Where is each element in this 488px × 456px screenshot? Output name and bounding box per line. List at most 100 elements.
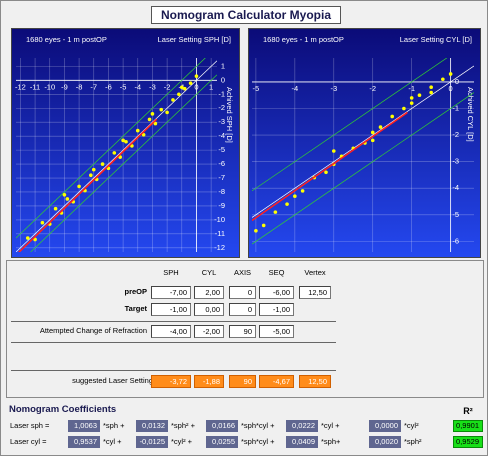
point xyxy=(135,128,140,133)
section-title: Nomogram Coefficients xyxy=(9,404,117,415)
field[interactable]: -6,00 xyxy=(259,286,294,299)
field[interactable]: -1,00 xyxy=(151,303,191,316)
chart-sph: 1680 eyes - 1 m postOP Laser Setting SPH … xyxy=(11,28,240,258)
point xyxy=(429,85,433,90)
point xyxy=(124,139,128,144)
x-tick-label: -3 xyxy=(330,84,337,93)
y-tick-label: -12 xyxy=(214,243,225,252)
field[interactable]: 2,00 xyxy=(194,286,224,299)
row-label: Attempted Change of Refraction xyxy=(39,326,147,335)
term: *cyl + xyxy=(321,421,340,430)
coefficient[interactable]: 0,0020 xyxy=(369,436,401,448)
subtitle: 1680 eyes - 1 m postOP xyxy=(263,35,344,44)
y-tick-label: -3 xyxy=(452,157,459,166)
x-tick-label: -4 xyxy=(292,84,299,93)
y-tick-label: -1 xyxy=(218,89,225,98)
column-header: Vertex xyxy=(304,268,326,277)
coefficient[interactable]: 0,0132 xyxy=(136,420,168,432)
coefficient[interactable]: 0,9537 xyxy=(68,436,100,448)
point xyxy=(121,138,125,143)
x-tick-label: -5 xyxy=(253,84,260,93)
coefficient[interactable]: 0,0222 xyxy=(286,420,318,432)
form-panel xyxy=(6,260,484,398)
point xyxy=(77,184,81,189)
point xyxy=(285,202,289,206)
field[interactable]: 90 xyxy=(229,375,256,388)
point xyxy=(370,138,375,143)
y-tick-label: -1 xyxy=(452,103,459,112)
field[interactable]: -1,00 xyxy=(259,303,294,316)
field[interactable]: -2,00 xyxy=(194,325,224,338)
x-tick-label: -8 xyxy=(76,82,83,91)
term: *sph*cyl + xyxy=(241,437,275,446)
coefficient[interactable]: 0,0255 xyxy=(206,436,238,448)
y-tick-label: -9 xyxy=(218,201,225,210)
column-header: CYL xyxy=(201,268,217,277)
field[interactable]: -7,00 xyxy=(151,286,191,299)
coefficient[interactable]: 1,0063 xyxy=(68,420,100,432)
field[interactable]: -4,67 xyxy=(259,375,294,388)
point xyxy=(194,74,199,78)
term: *sph+ xyxy=(321,437,341,446)
term: *sph + xyxy=(103,421,125,430)
y-tick-label: -2 xyxy=(218,103,225,112)
title: Nomogram Calculator Myopia xyxy=(151,6,341,24)
field[interactable]: 12,50 xyxy=(299,375,331,388)
point xyxy=(417,93,422,98)
point xyxy=(171,98,175,102)
field[interactable]: 90 xyxy=(229,325,256,338)
coefficient[interactable]: -0,0125 xyxy=(136,436,168,448)
term: *sph² xyxy=(404,437,422,446)
x-tick-label: -4 xyxy=(134,82,141,91)
point xyxy=(448,72,453,76)
field[interactable]: -1,88 xyxy=(194,375,224,388)
point xyxy=(331,149,336,153)
point xyxy=(441,77,445,82)
x-tick-label: -12 xyxy=(15,82,26,91)
regression-line xyxy=(17,118,158,252)
axis-title: Laser Setting CYL [D] xyxy=(400,35,472,44)
field[interactable]: -3,72 xyxy=(151,375,191,388)
point xyxy=(300,189,305,193)
y-tick-label: 0 xyxy=(455,77,459,86)
x-tick-label: -11 xyxy=(30,82,40,91)
point xyxy=(25,236,30,240)
plot-area xyxy=(252,58,474,245)
reference-line xyxy=(252,65,474,218)
field[interactable]: 12,50 xyxy=(299,286,331,299)
coefficient[interactable]: 0,0409 xyxy=(286,436,318,448)
term: *cyl² xyxy=(404,421,419,430)
reference-line xyxy=(252,58,448,192)
x-tick-label: -5 xyxy=(120,82,127,91)
term: *cyl² + xyxy=(171,437,193,446)
y-tick-label: -5 xyxy=(452,210,459,219)
r2-value: 0,9901 xyxy=(453,420,483,432)
point xyxy=(177,92,181,97)
coefficient[interactable]: 0,0000 xyxy=(369,420,401,432)
point xyxy=(390,114,395,119)
x-tick-label: -10 xyxy=(44,82,55,91)
row-label: Laser cyl = xyxy=(10,437,47,446)
point xyxy=(182,86,187,91)
field[interactable]: -4,00 xyxy=(151,325,191,338)
y-tick-label: -5 xyxy=(218,145,225,154)
x-tick-label: 1 xyxy=(209,82,213,91)
x-tick-label: -6 xyxy=(105,82,112,91)
point xyxy=(62,192,67,197)
point xyxy=(324,170,328,175)
field[interactable]: 0,00 xyxy=(194,303,224,316)
r2-value: 0,9529 xyxy=(453,436,483,448)
column-header: SEQ xyxy=(268,268,285,277)
point xyxy=(293,194,297,198)
separator xyxy=(11,321,336,322)
field[interactable]: 0 xyxy=(229,286,256,299)
row-label: Target xyxy=(124,304,147,313)
point xyxy=(147,117,152,122)
coefficient[interactable]: 0,0166 xyxy=(206,420,238,432)
point xyxy=(261,223,266,228)
field[interactable]: -5,00 xyxy=(259,325,294,338)
point xyxy=(150,112,155,116)
field[interactable]: 0 xyxy=(229,303,256,316)
separator xyxy=(11,342,336,343)
